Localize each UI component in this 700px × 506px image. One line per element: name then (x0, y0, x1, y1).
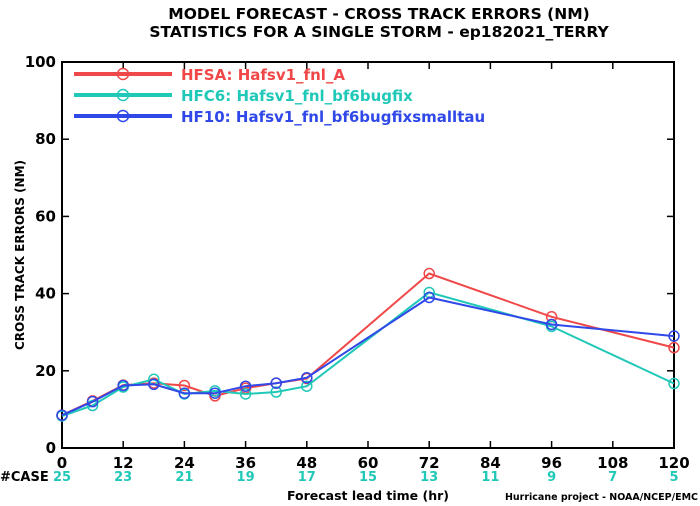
credit-text: Hurricane project - NOAA/NCEP/EMC (505, 492, 698, 503)
case-label: #CASE (0, 470, 49, 485)
case-count: 21 (175, 470, 193, 485)
case-count: 5 (669, 470, 678, 485)
data-point (86, 399, 99, 412)
y-tick-label: 0 (46, 439, 56, 457)
x-axis: 0 12 24 36 48 60 72 84 96 108 120 (57, 62, 690, 472)
data-point (117, 379, 129, 392)
chart-title-line2: STATISTICS FOR A SINGLE STORM - ep182021… (149, 23, 609, 41)
case-count: 19 (237, 470, 255, 485)
series-layer (56, 267, 680, 422)
x-tick-label: 12 (113, 454, 134, 472)
x-tick-label: 84 (480, 454, 501, 472)
data-point (56, 409, 68, 421)
data-point (270, 377, 282, 389)
data-point (86, 395, 99, 408)
case-count: 9 (547, 470, 556, 485)
case-count: 23 (114, 470, 132, 485)
data-point (239, 388, 252, 400)
case-count: 13 (420, 470, 438, 485)
y-tick-label: 20 (35, 362, 56, 380)
data-point (301, 380, 313, 392)
x-tick-label: 96 (541, 454, 562, 472)
y-tick-label: 60 (35, 207, 56, 225)
chart-title-line1: MODEL FORECAST - CROSS TRACK ERRORS (NM) (168, 5, 589, 23)
case-count: 25 (53, 470, 71, 485)
x-tick-label: 0 (57, 454, 67, 472)
x-axis-label: Forecast lead time (hr) (287, 488, 449, 503)
y-axis: 0 20 40 60 80 100 (25, 53, 674, 457)
data-point (239, 380, 252, 392)
legend-label: HF10: Hafsv1_fnl_bf6bugfixsmalltau (181, 108, 485, 126)
x-tick-label: 48 (296, 454, 317, 472)
data-point (209, 387, 221, 399)
x-tick-label: 24 (174, 454, 195, 472)
series-line (61, 296, 675, 417)
legend-marker (116, 109, 130, 123)
series-line (61, 272, 675, 417)
data-point (668, 341, 680, 354)
x-tick-label: 120 (658, 454, 689, 472)
y-tick-label: 100 (25, 53, 56, 71)
data-point (178, 387, 191, 399)
case-count: 11 (481, 470, 499, 485)
y-axis-label: CROSS TRACK ERRORS (NM) (13, 160, 27, 350)
data-point (301, 371, 313, 384)
data-point (423, 267, 435, 280)
case-count: 17 (298, 470, 316, 485)
data-point (423, 291, 435, 304)
data-point (668, 330, 680, 342)
x-tick-label: 108 (597, 454, 628, 472)
legend-marker (116, 88, 130, 102)
data-point (178, 379, 191, 392)
legend: HFSA: Hafsv1_fnl_A HFC6: Hafsv1_fnl_bf6bu… (74, 66, 485, 126)
legend-label: HFSA: Hafsv1_fnl_A (181, 66, 345, 84)
case-count: 7 (608, 470, 617, 485)
legend-marker (116, 67, 130, 81)
data-point (148, 378, 160, 391)
x-tick-label: 72 (419, 454, 440, 472)
y-tick-label: 80 (35, 130, 56, 148)
series-line (61, 291, 675, 417)
legend-label: HFC6: Hafsv1_fnl_bf6bugfix (181, 87, 413, 105)
case-count: 15 (359, 470, 377, 485)
x-tick-label: 60 (358, 454, 379, 472)
case-counts: 25 23 21 19 17 15 13 11 9 7 5 (53, 470, 679, 485)
data-point (668, 377, 680, 390)
data-point (545, 318, 558, 331)
y-tick-label: 40 (35, 285, 56, 303)
data-point (270, 386, 282, 398)
x-tick-label: 36 (235, 454, 256, 472)
